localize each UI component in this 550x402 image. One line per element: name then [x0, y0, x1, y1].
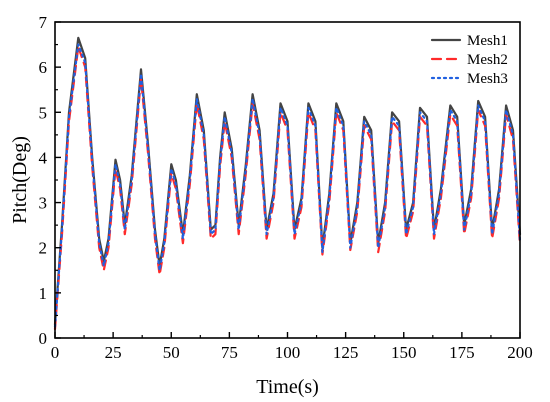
x-tick-label: 150 [391, 343, 417, 362]
x-tick-label: 100 [275, 343, 301, 362]
series-line-mesh2 [53, 45, 522, 331]
y-tick-label: 6 [39, 58, 48, 77]
x-tick-label: 25 [105, 343, 122, 362]
x-axis-ticks: 0 25 50 75 100 125 150 175 200 [51, 332, 533, 362]
plot-frame [54, 21, 521, 339]
x-tick-label: 50 [163, 343, 180, 362]
legend-label-mesh2: Mesh2 [467, 52, 508, 68]
legend: Mesh1 Mesh2 Mesh3 [430, 33, 508, 87]
x-tick-label: 125 [333, 343, 359, 362]
y-tick-label: 7 [39, 13, 48, 32]
series-line-mesh3 [53, 43, 522, 328]
y-tick-label: 0 [39, 329, 48, 348]
series-line-mesh1 [53, 36, 522, 326]
y-tick-label: 4 [39, 148, 48, 167]
y-axis-ticks: 0 1 2 3 4 5 6 7 [39, 13, 61, 348]
y-tick-label: 2 [39, 239, 48, 258]
x-tick-label: 0 [51, 343, 60, 362]
y-axis-title: Pitch(Deg) [9, 136, 31, 224]
legend-label-mesh1: Mesh1 [467, 33, 508, 49]
legend-label-mesh3: Mesh3 [467, 71, 508, 87]
x-tick-label: 75 [221, 343, 238, 362]
x-tick-label: 175 [449, 343, 475, 362]
y-tick-label: 1 [39, 284, 48, 303]
series-layer [53, 36, 522, 331]
x-axis-title: Time(s) [256, 376, 319, 398]
x-tick-label: 200 [507, 343, 533, 362]
y-tick-label: 5 [39, 103, 48, 122]
y-tick-label: 3 [39, 194, 48, 213]
